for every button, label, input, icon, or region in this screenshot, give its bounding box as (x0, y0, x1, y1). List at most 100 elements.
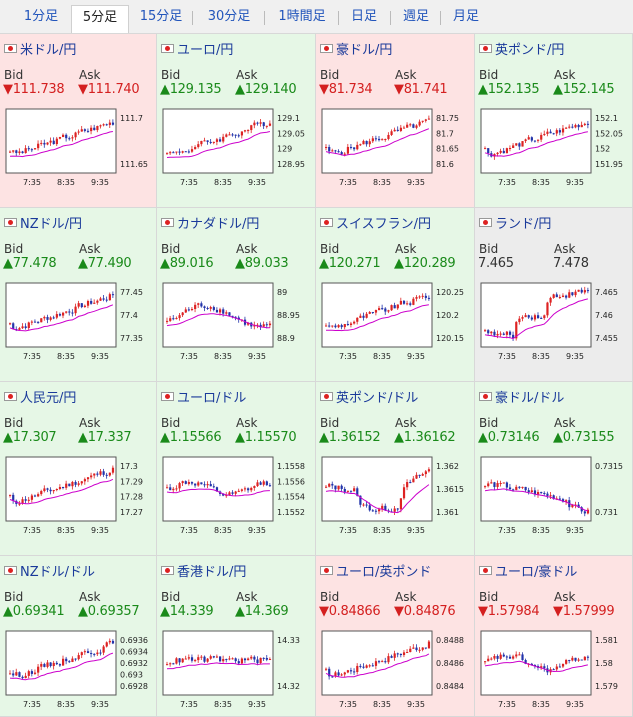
currency-pair-link[interactable]: 香港ドル/円 (161, 561, 246, 580)
mini-chart[interactable]: 14.33 14.32 7:35 8:35 9:35 (161, 629, 311, 711)
timeframe-tab-bar: 1分足 5分足 15分足 30分足 1時間足 日足 週足 月足 (0, 0, 633, 34)
candle-body (586, 123, 590, 125)
candle-body (568, 660, 571, 662)
candle-body (40, 142, 43, 144)
candle-body (231, 134, 234, 136)
currency-pair-link[interactable]: NZドル/ドル (4, 561, 95, 580)
candle-body (328, 325, 331, 327)
candle-body (108, 472, 111, 476)
candle-body (549, 297, 552, 303)
candle-body (24, 499, 27, 501)
currency-pair-link[interactable]: ユーロ/円 (161, 39, 233, 58)
candle-body (424, 647, 427, 649)
currency-pair-link[interactable]: 人民元/円 (4, 387, 76, 406)
rate-card[interactable]: 香港ドル/円 Bid Ask ▲14.339 ▲14.369 14.33 14.32 7:35… (157, 556, 316, 717)
candle-body (381, 308, 384, 310)
mini-chart[interactable]: 89 88.95 88.9 7:35 8:35 9:35 (161, 281, 311, 363)
candle-body (225, 312, 228, 314)
rate-card[interactable]: NZドル/円 Bid Ask ▲77.478 ▲77.490 77.45 77.4 77.35… (0, 208, 157, 382)
candle-body (568, 292, 571, 298)
mini-chart[interactable]: 120.25 120.2 120.15 7:35 8:35 9:35 (320, 281, 470, 363)
tab-4[interactable]: 30分足 (207, 9, 251, 24)
rate-card[interactable]: NZドル/ドル Bid Ask ▲0.69341 ▲0.69357 0.6936 0.693… (0, 556, 157, 717)
currency-pair-link[interactable]: ユーロ/英ポンド (320, 561, 431, 580)
mini-chart[interactable]: 0.6936 0.6934 0.6932 0.693 0.6928 7:35 8:35 9:3… (4, 629, 154, 711)
rate-card[interactable]: カナダドル/円 Bid Ask ▲89.016 ▲89.033 89 88.95 88.9 7:… (157, 208, 316, 382)
candle-body (374, 661, 378, 666)
mini-chart[interactable]: 77.45 77.4 77.35 7:35 8:35 9:35 (4, 281, 154, 363)
mini-chart[interactable]: 1.1558 1.1556 1.1554 1.1552 7:35 8:35 9:35 (161, 455, 311, 537)
y-tick-label: 0.693 (120, 671, 143, 680)
mini-chart[interactable]: 81.75 81.7 81.65 81.6 7:35 8:35 9:35 (320, 107, 470, 189)
mini-chart[interactable]: 111.7 111.65 7:35 8:35 9:35 (4, 107, 154, 189)
currency-pair-link[interactable]: 豪ドル/ドル (479, 387, 564, 406)
mini-chart[interactable]: 0.7315 0.731 7:35 8:35 9:35 (479, 455, 629, 537)
candle-body (58, 486, 62, 490)
rate-card[interactable]: 人民元/円 Bid Ask ▲17.307 ▲17.337 17.3 17.29 17.28 1… (0, 382, 157, 556)
rate-card[interactable]: ユーロ/ドル Bid Ask ▲1.15566 ▲1.15570 1.1558 1.1556… (157, 382, 316, 556)
rate-card[interactable]: 豪ドル/円 Bid Ask ▼81.734 ▼81.741 81.75 81.7 81.65 8… (316, 34, 475, 208)
rate-card[interactable]: 米ドル/円 Bid Ask ▼111.738 ▼111.740 111.7 111.65 7:… (0, 34, 157, 208)
candle-body (21, 326, 24, 329)
rate-card[interactable]: 英ポンド/円 Bid Ask ▲152.135 ▲152.145 152.1 152.05 1… (475, 34, 633, 208)
candle-body (219, 656, 222, 662)
x-tick-label: 9:35 (566, 352, 584, 361)
rate-card[interactable]: ユーロ/円 Bid Ask ▲129.135 ▲129.140 129.1 129.05 12… (157, 34, 316, 208)
mini-chart[interactable]: 152.1 152.05 152 151.95 7:35 8:35 9:35 (479, 107, 629, 189)
tab-8[interactable]: 月足 (452, 9, 479, 24)
y-tick-label: 17.3 (120, 462, 138, 471)
candle-body (268, 323, 272, 326)
x-tick-label: 8:35 (214, 178, 232, 187)
candle-body (178, 483, 181, 489)
x-tick-label: 7:35 (23, 178, 41, 187)
tab-2[interactable]: 5分足 (71, 5, 129, 33)
currency-pair-link[interactable]: ユーロ/豪ドル (479, 561, 577, 580)
ask-value: ▼0.84876 (394, 604, 456, 619)
mini-chart[interactable]: 0.8488 0.8486 0.8484 7:35 8:35 9:35 (320, 629, 470, 711)
rate-card[interactable]: スイスフラン/円 Bid Ask ▲120.271 ▲120.289 120.25 120.… (316, 208, 475, 382)
currency-pair-link[interactable]: 豪ドル/円 (320, 39, 392, 58)
candle-body (331, 150, 334, 152)
tab-7[interactable]: 週足 (402, 9, 429, 24)
currency-pair-link[interactable]: ユーロ/ドル (161, 387, 246, 406)
mini-chart[interactable]: 129.1 129.05 129 128.95 7:35 8:35 9:35 (161, 107, 311, 189)
candle-body (555, 294, 558, 298)
rate-card[interactable]: 英ポンド/ドル Bid Ask ▲1.36152 ▲1.36162 1.362 1.3615… (316, 382, 475, 556)
candle-body (83, 305, 87, 308)
currency-pair-link[interactable]: 米ドル/円 (4, 39, 76, 58)
rate-card[interactable]: 豪ドル/ドル Bid Ask ▲0.73146 ▲0.73155 0.7315 0.731 7… (475, 382, 633, 556)
tab-3[interactable]: 15分足 (139, 9, 183, 24)
candle-body (371, 510, 374, 512)
x-tick-label: 7:35 (498, 700, 516, 709)
candle-body (21, 499, 24, 504)
mini-chart[interactable]: 17.3 17.29 17.28 17.27 7:35 8:35 9:35 (4, 455, 154, 537)
price-chart: 120.25 120.2 120.15 7:35 8:35 9:35 (321, 282, 464, 361)
currency-rate-grid: 米ドル/円 Bid Ask ▼111.738 ▼111.740 111.7 111.65 7:… (0, 34, 633, 717)
currency-pair-link[interactable]: ランド/円 (479, 213, 551, 232)
mini-chart[interactable]: 7.465 7.46 7.455 7:35 8:35 9:35 (479, 281, 629, 363)
tab-1[interactable]: 1分足 (23, 9, 59, 24)
candle-body (49, 140, 52, 143)
rate-card[interactable]: ユーロ/豪ドル Bid Ask ▼1.57984 ▼1.57999 1.581 1.58 1.… (475, 556, 633, 717)
mini-chart[interactable]: 1.362 1.3615 1.361 7:35 8:35 9:35 (320, 455, 470, 537)
candle-body (328, 483, 331, 487)
mini-chart[interactable]: 1.581 1.58 1.579 7:35 8:35 9:35 (479, 629, 629, 711)
candle-body (105, 299, 108, 301)
x-tick-label: 9:35 (566, 178, 584, 187)
candle-body (43, 316, 46, 319)
currency-pair-link[interactable]: カナダドル/円 (161, 213, 259, 232)
rate-card[interactable]: ランド/円 Bid Ask 7.465 7.478 7.465 7.46 7.455 7:35 8… (475, 208, 633, 382)
currency-pair-link[interactable]: 英ポンド/ドル (320, 387, 418, 406)
currency-pair-link[interactable]: NZドル/円 (4, 213, 82, 232)
ask-value: ▲152.145 (553, 82, 615, 97)
chart-plot-area (480, 630, 592, 696)
rate-card[interactable]: ユーロ/英ポンド Bid Ask ▼0.84866 ▼0.84876 0.8488 0.84… (316, 556, 475, 717)
currency-pair-link[interactable]: スイスフラン/円 (320, 213, 431, 232)
tab-6[interactable]: 日足 (350, 9, 377, 24)
candle-body (415, 647, 418, 651)
candle-body (231, 315, 234, 317)
currency-pair-link[interactable]: 英ポンド/円 (479, 39, 564, 58)
candle-body (190, 657, 194, 661)
tab-5[interactable]: 1時間足 (278, 9, 326, 24)
candle-body (580, 124, 583, 128)
